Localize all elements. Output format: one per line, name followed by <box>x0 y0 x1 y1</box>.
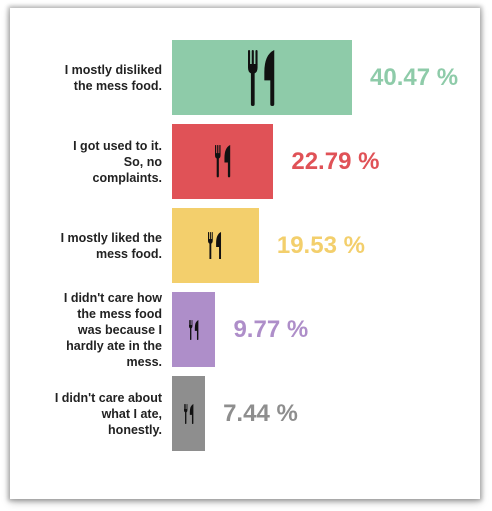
category-label: I mostly liked the mess food. <box>12 208 162 283</box>
value-label: 19.53 % <box>276 231 365 259</box>
category-label-line: was because I <box>77 322 162 337</box>
category-label: I mostly disliked the mess food. <box>12 40 162 115</box>
category-label-text: I didn't care how the mess food was becaus… <box>64 290 162 370</box>
fork-knife-icon <box>214 145 231 182</box>
category-label-line: the mess food. <box>73 78 162 93</box>
category-label-line: I mostly disliked <box>64 62 162 77</box>
category-label: I got used to it. So, no complaints. <box>12 124 162 199</box>
category-label-text: I mostly liked the mess food. <box>61 230 162 262</box>
category-label-line: mess. <box>126 354 162 369</box>
value-label: 7.44 % <box>223 399 298 427</box>
value-label: 22.79 % <box>291 147 380 175</box>
category-label-line: honestly. <box>108 422 162 437</box>
category-label: I didn't care about what I ate, honestly. <box>12 376 162 451</box>
value-label: 40.47 % <box>370 63 459 91</box>
category-label-line: I got used to it. <box>73 138 162 153</box>
category-label-line: So, no <box>123 154 162 169</box>
fork-knife-icon <box>208 231 222 265</box>
category-label-line: hardly ate in the <box>66 338 162 353</box>
category-label-line: what I ate, <box>101 406 162 421</box>
category-label-text: I didn't care about what I ate, honestly. <box>55 390 162 438</box>
fork-knife-icon <box>188 319 199 345</box>
bar <box>172 40 352 115</box>
fork-knife-icon <box>183 403 194 429</box>
fork-knife-icon <box>248 49 276 111</box>
category-label-line: I didn't care about <box>54 390 162 405</box>
category-label-text: I mostly disliked the mess food. <box>65 62 162 94</box>
category-label-line: complaints. <box>92 170 162 185</box>
category-label-text: I got used to it. So, no complaints. <box>73 138 162 186</box>
category-label: I didn't care how the mess food was becaus… <box>12 290 162 370</box>
bar <box>172 124 274 199</box>
category-label-line: I didn't care how <box>63 290 162 305</box>
category-label-line: I mostly liked the <box>60 230 162 245</box>
value-label: 9.77 % <box>233 315 309 343</box>
bar <box>172 208 259 283</box>
bar <box>172 376 206 451</box>
category-label-line: mess food. <box>96 246 162 261</box>
bar <box>172 292 216 367</box>
category-label-line: the mess food <box>77 306 162 321</box>
